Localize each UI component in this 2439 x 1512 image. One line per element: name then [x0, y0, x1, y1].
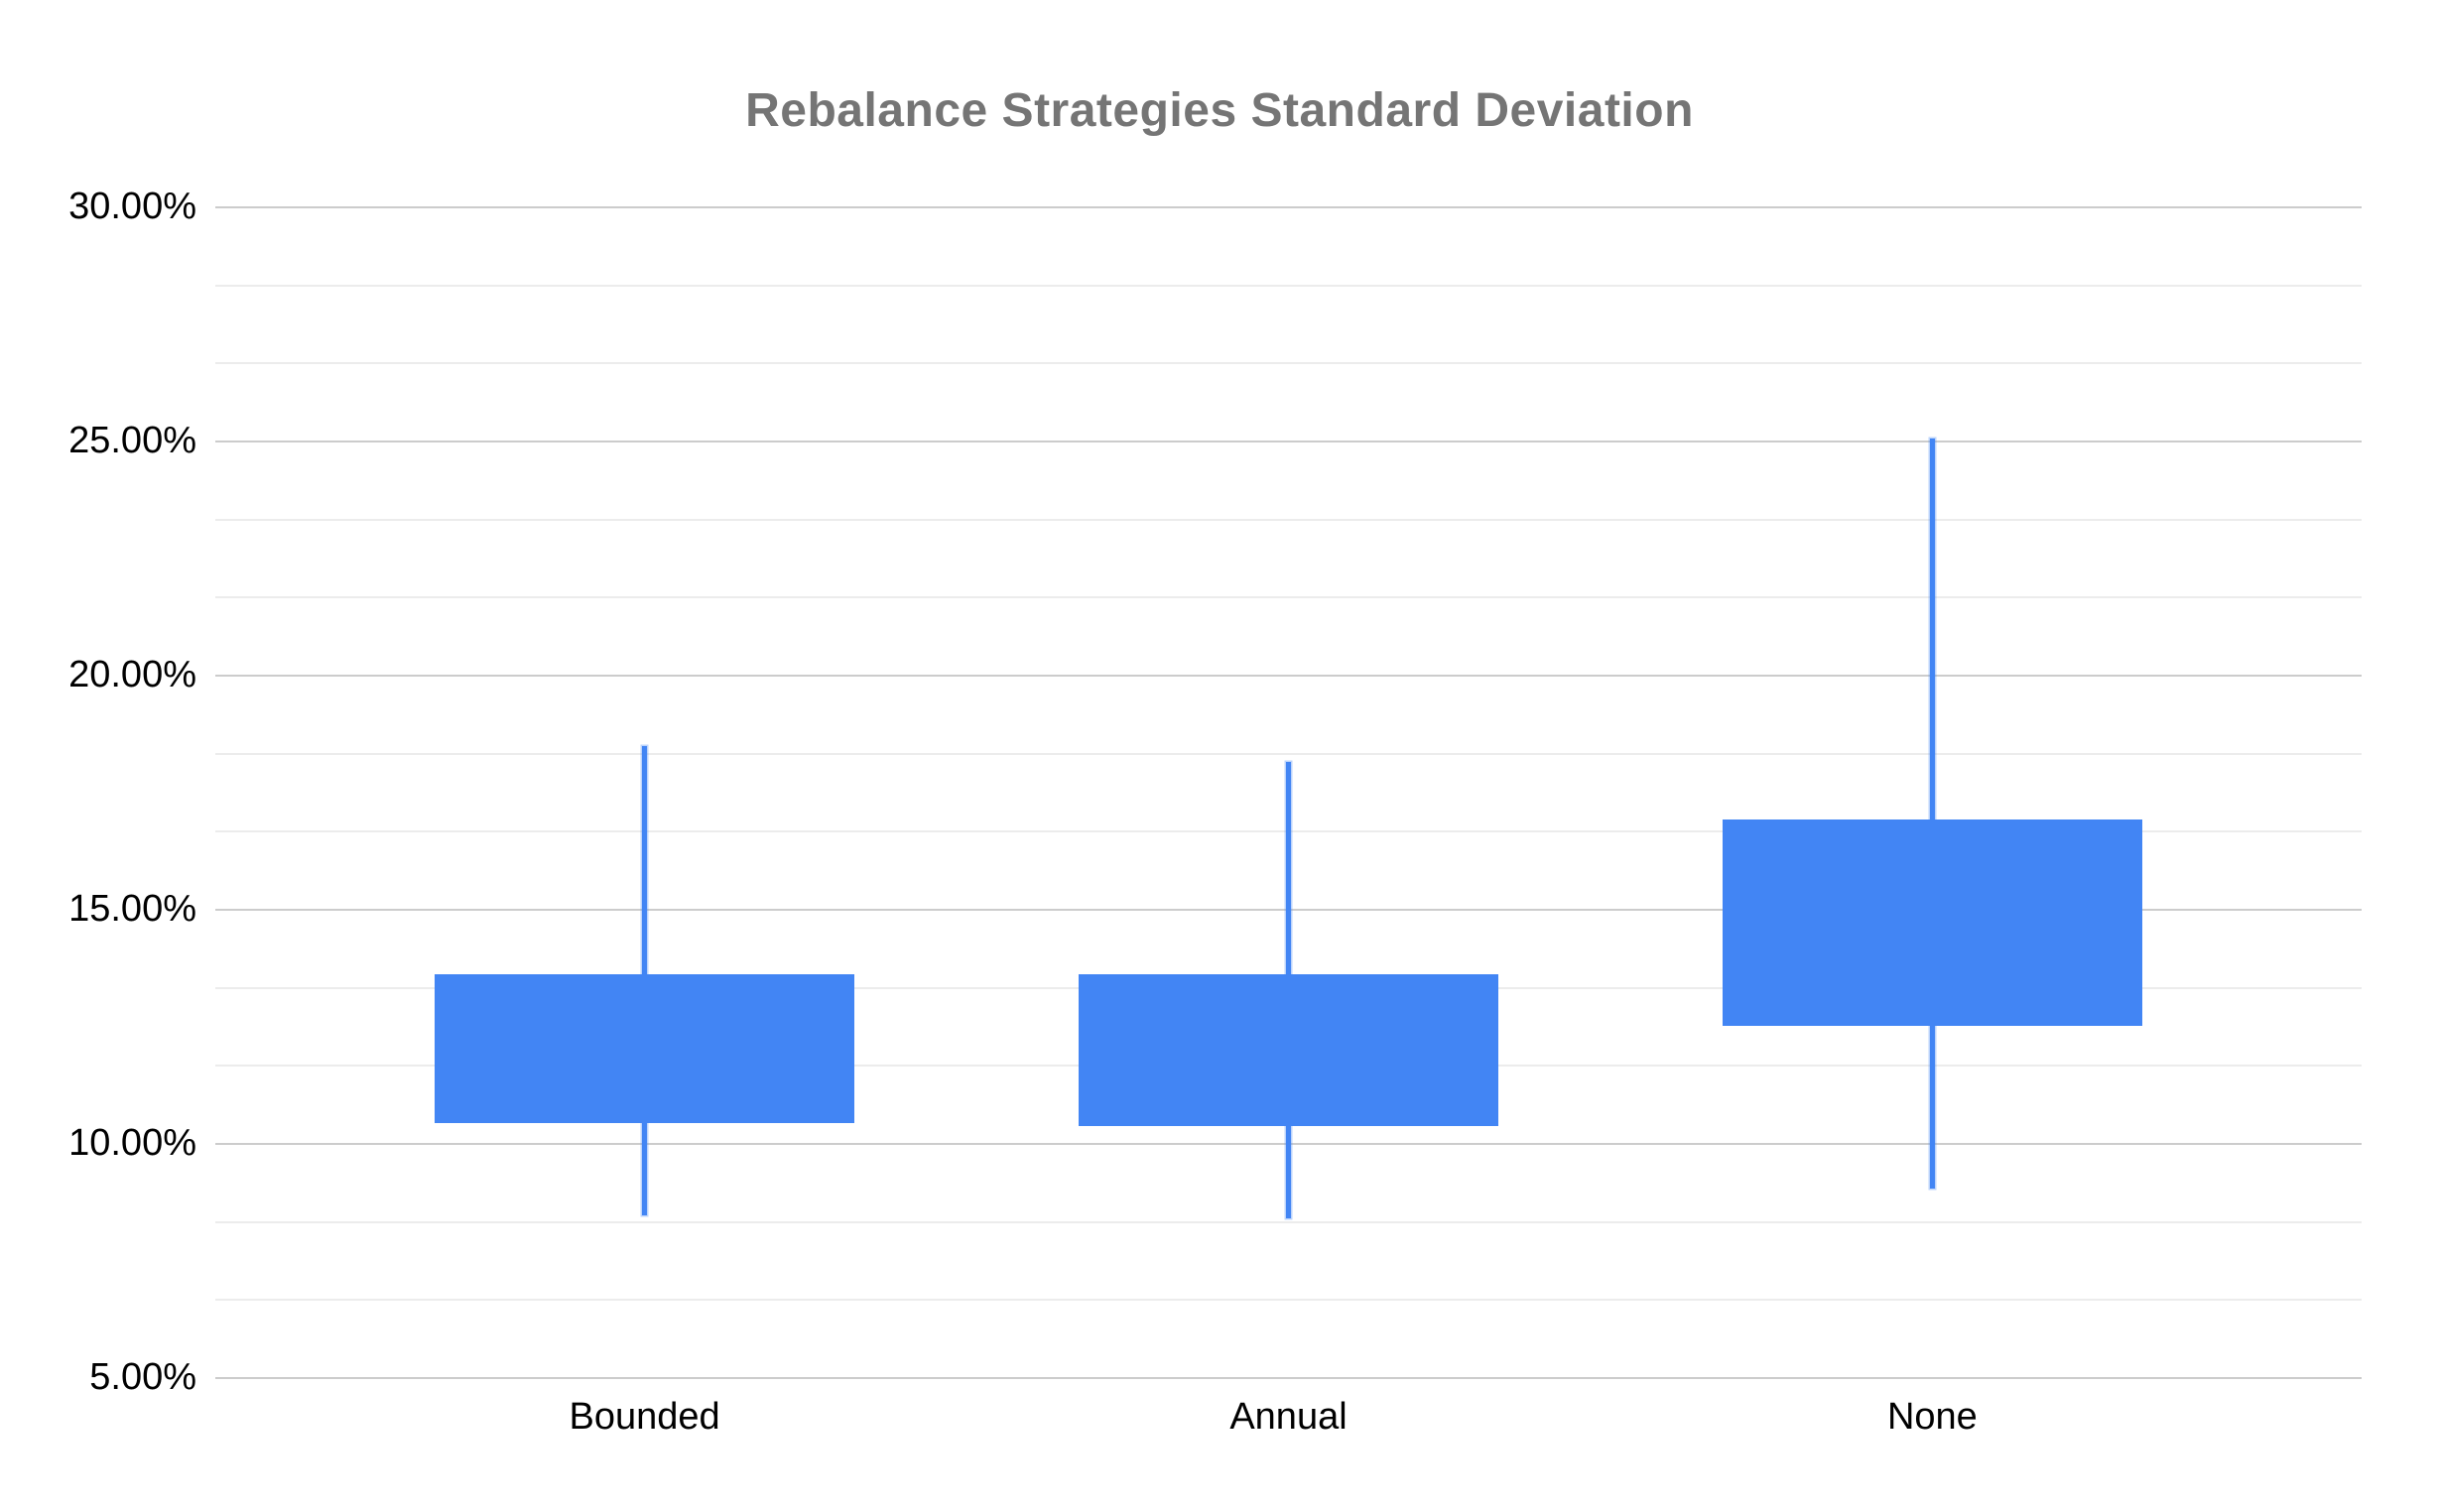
x-axis-label-annual: Annual [1229, 1396, 1348, 1438]
box-none [1722, 819, 2142, 1026]
gridline-major-5 [215, 1377, 2362, 1379]
gridline-minor [215, 1220, 2362, 1223]
gridline-minor [215, 596, 2362, 599]
box-bounded [435, 973, 855, 1124]
box-annual [1079, 974, 1498, 1127]
gridline-major-20 [215, 675, 2362, 677]
x-axis-label-none: None [1886, 1396, 1978, 1438]
y-axis-tick-label: 10.00% [68, 1122, 196, 1164]
gridline-minor [215, 1299, 2362, 1302]
gridline-minor [215, 284, 2362, 287]
y-axis-tick-label: 30.00% [68, 186, 196, 227]
y-axis-tick-label: 5.00% [89, 1356, 196, 1398]
y-axis-tick-label: 15.00% [68, 888, 196, 930]
y-axis-tick-label: 25.00% [68, 420, 196, 461]
gridline-major-25 [215, 441, 2362, 442]
gridline-minor [215, 752, 2362, 755]
y-axis-tick-label: 20.00% [68, 654, 196, 695]
gridline-minor [215, 518, 2362, 521]
whisker-none [1929, 439, 1935, 1189]
chart-title: Rebalance Strategies Standard Deviation [745, 84, 1694, 137]
gridline-major-30 [215, 206, 2362, 208]
gridline-minor [215, 362, 2362, 365]
x-axis-label-bounded: Bounded [569, 1396, 720, 1438]
